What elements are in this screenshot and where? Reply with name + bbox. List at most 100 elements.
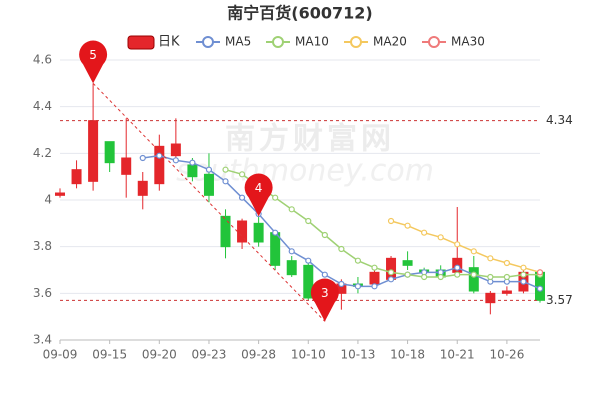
ma-point — [454, 264, 461, 271]
candle-body — [88, 120, 99, 182]
ref-label: 4.34 — [546, 113, 573, 127]
candle-body — [220, 215, 231, 248]
ma-point — [387, 217, 395, 225]
ma-point — [338, 245, 345, 253]
candle-body — [154, 145, 165, 185]
watermark: 南方财富网 — [225, 122, 395, 157]
ma-point — [354, 283, 362, 290]
ma-point — [288, 248, 295, 255]
ma-point — [354, 257, 362, 264]
x-tick-label: 10-13 — [340, 348, 375, 362]
y-tick-label: 4 — [44, 193, 52, 207]
legend-marker — [202, 36, 214, 48]
legend-label: MA30 — [451, 35, 485, 49]
pin — [310, 278, 339, 322]
candle-body — [369, 271, 380, 285]
y-tick-label: 4.4 — [33, 99, 52, 113]
x-tick-label: 09-28 — [241, 348, 276, 362]
ma-point — [454, 241, 461, 248]
candle-body — [386, 257, 397, 280]
legend-marker — [350, 36, 362, 48]
candle-body — [485, 292, 496, 304]
ma-point — [503, 273, 510, 281]
y-tick-label: 3.6 — [33, 286, 52, 300]
candle-body — [137, 180, 148, 196]
ma-point — [288, 206, 295, 213]
chart-title: 南宁百货(600712) — [227, 4, 372, 23]
ma-point — [387, 276, 395, 283]
ma-point — [421, 229, 428, 236]
legend-label: MA20 — [373, 35, 407, 49]
candle-body — [203, 173, 214, 196]
ma-point — [205, 166, 213, 173]
x-tick-label: 10-18 — [390, 348, 425, 362]
ma-point — [222, 166, 229, 173]
ma-point — [421, 273, 428, 281]
pin — [79, 40, 108, 84]
legend-label: MA5 — [225, 35, 251, 49]
legend-label: 日K — [158, 35, 180, 50]
watermark: southmoney.com — [176, 154, 434, 189]
ma-point — [139, 154, 146, 162]
pin — [244, 173, 273, 217]
ma-point — [520, 278, 527, 285]
y-tick-label: 4.6 — [33, 53, 52, 67]
ma-point — [222, 178, 229, 185]
ma-point — [536, 269, 544, 276]
candle-body — [104, 141, 115, 164]
ma-point — [387, 269, 395, 276]
candle-body — [55, 192, 65, 196]
y-tick-label: 4.2 — [33, 146, 52, 160]
ma-point — [437, 273, 444, 281]
ma-point — [487, 255, 494, 262]
ma-point — [272, 194, 279, 201]
x-tick-label: 09-15 — [92, 348, 127, 362]
legend-marker — [272, 36, 284, 48]
ma-point — [437, 234, 444, 241]
y-tick-label: 3.4 — [33, 333, 52, 347]
legend-label: MA10 — [295, 35, 329, 49]
ma-point — [371, 283, 378, 290]
ma-point — [172, 157, 179, 164]
x-tick-label: 10-21 — [440, 348, 475, 362]
pin-label: 5 — [89, 48, 97, 62]
y-tick-label: 3.8 — [33, 239, 52, 253]
candle-body — [501, 290, 512, 294]
ma-point — [404, 222, 411, 229]
ma-point — [189, 159, 196, 166]
candle-body — [286, 260, 297, 276]
candle-body — [187, 164, 198, 178]
ma-point — [371, 264, 378, 271]
candle-body — [468, 267, 479, 292]
x-tick-label: 10-26 — [489, 348, 524, 362]
ma-point — [156, 152, 163, 159]
ma-point — [503, 259, 510, 267]
pin-label: 4 — [255, 181, 263, 195]
candle-body — [237, 220, 248, 243]
trend-line — [92, 82, 326, 322]
candle-body — [402, 260, 413, 266]
ma-point — [536, 285, 544, 292]
ma-point — [520, 271, 527, 278]
legend-marker — [428, 36, 440, 48]
candle-body — [71, 169, 82, 185]
candle-body — [121, 157, 132, 175]
ma-line — [390, 220, 541, 274]
ma-point — [487, 273, 494, 281]
x-tick-label: 10-10 — [291, 348, 326, 362]
ma-point — [454, 271, 461, 278]
ma-point — [338, 280, 345, 288]
candle-body — [270, 232, 281, 266]
ma-point — [321, 271, 328, 278]
ma-point — [272, 229, 279, 236]
pin-label: 3 — [321, 286, 329, 300]
x-tick-label: 09-23 — [192, 348, 227, 362]
ma-point — [470, 271, 477, 278]
ma-point — [404, 271, 411, 278]
ref-label: 3.57 — [546, 293, 573, 307]
ma-point — [470, 248, 477, 255]
candle-body — [303, 264, 314, 299]
x-tick-label: 09-09 — [43, 348, 78, 362]
legend-swatch — [127, 35, 155, 50]
